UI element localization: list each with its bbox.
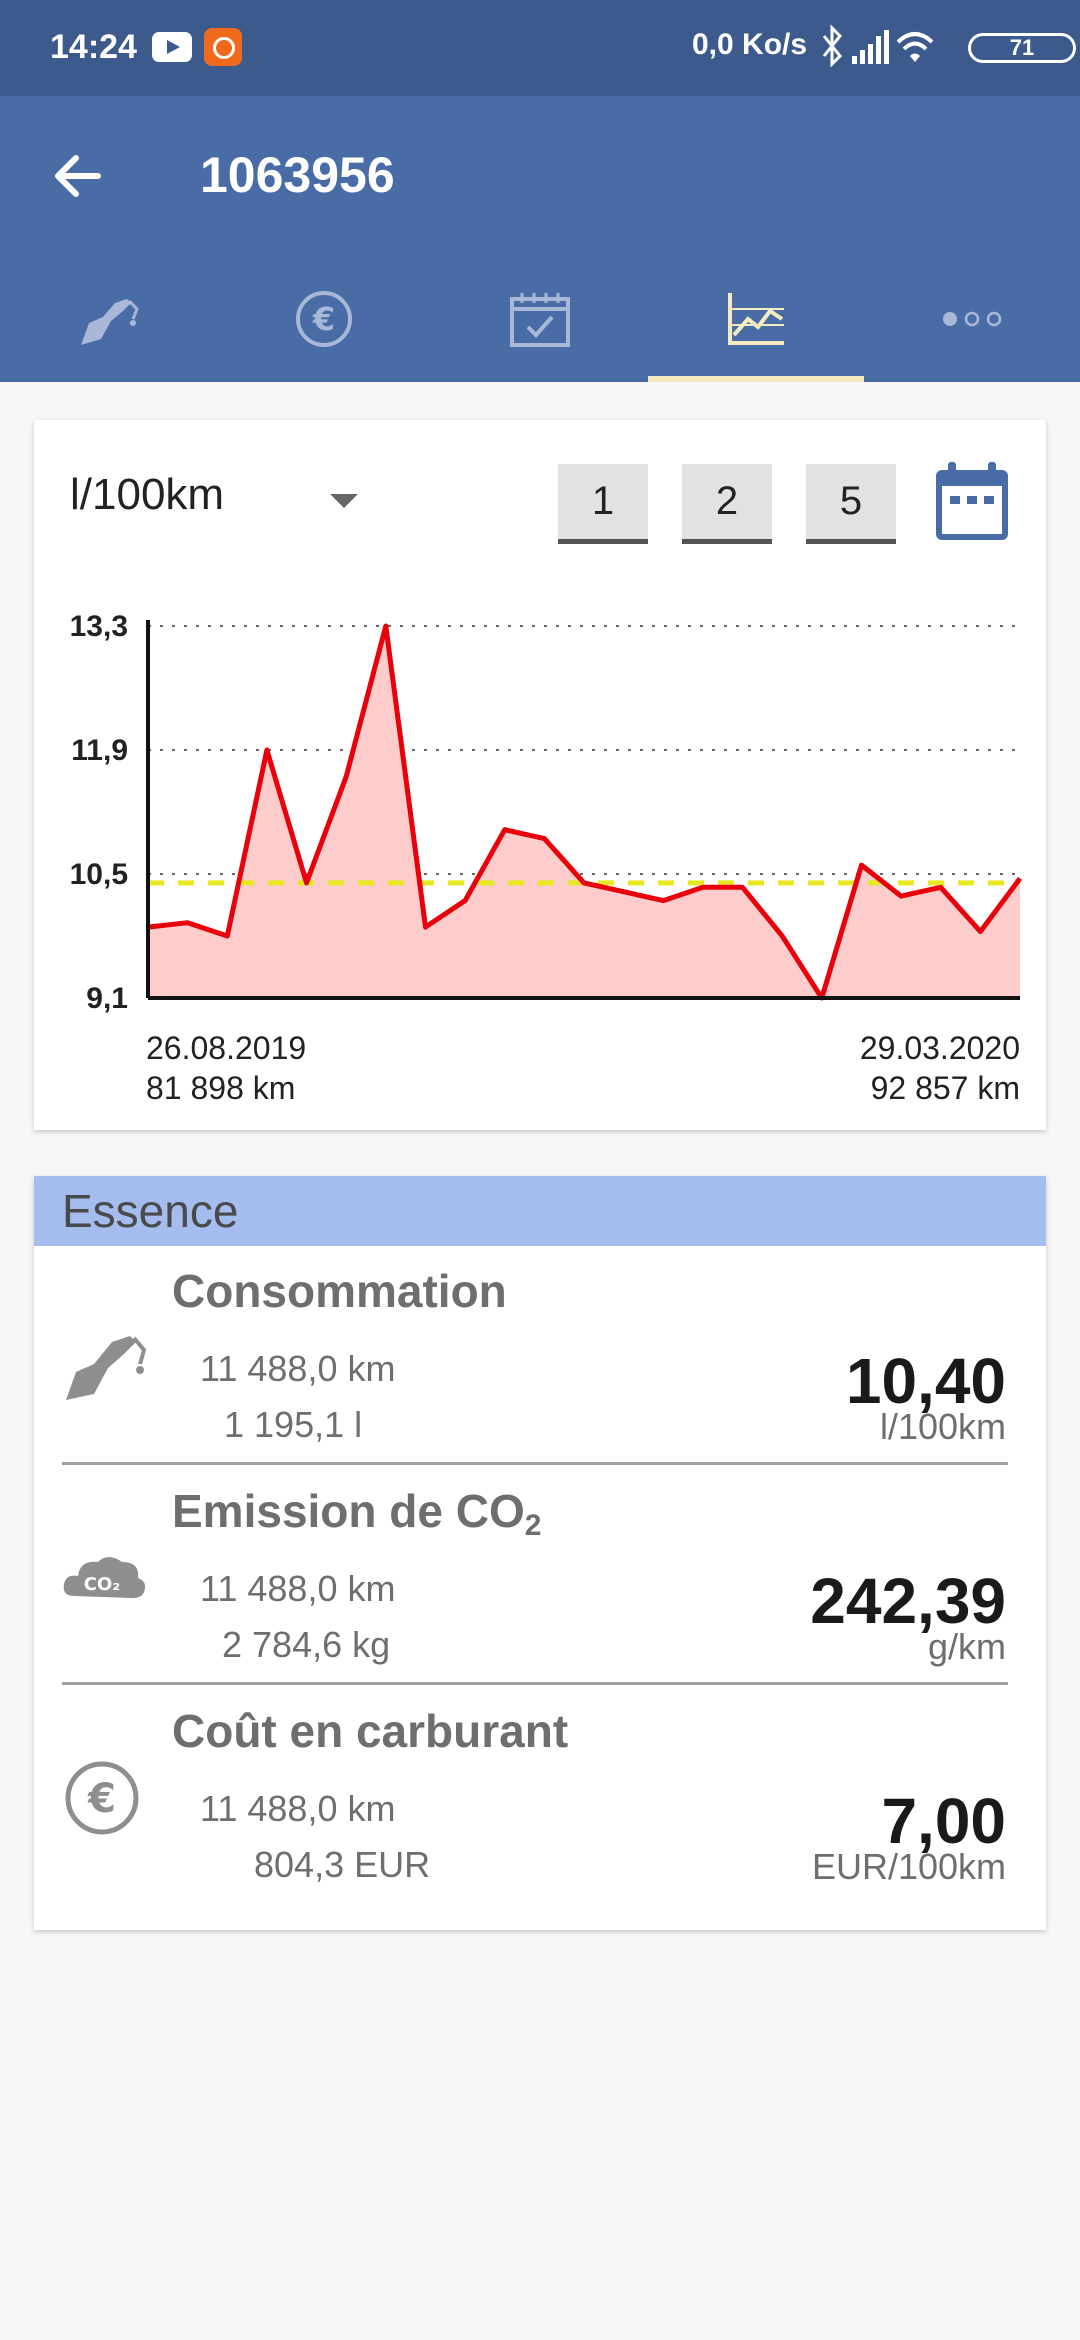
calendar-icon[interactable]	[932, 460, 1012, 544]
fuel-cost-row[interactable]: € Coût en carburant 11 488,0 km 804,3 EU…	[34, 1688, 1046, 1908]
svg-text:CO₂: CO₂	[84, 1574, 120, 1595]
row-distance: 11 488,0 km	[200, 1348, 396, 1389]
chart-start-date: 26.08.2019	[146, 1030, 307, 1066]
status-time: 14:24	[50, 28, 137, 66]
divider	[62, 1682, 1008, 1685]
tab-cost[interactable]: €	[216, 256, 432, 382]
co2-row[interactable]: CO₂ Emission de CO2 11 488,0 km 2 784,6 …	[34, 1468, 1046, 1688]
row-title: Coût en carburant	[172, 1705, 569, 1757]
consumption-chart: 13,3 11,9 10,5 9,1	[70, 610, 1023, 1015]
chart-axes	[146, 620, 1020, 1000]
row-unit: l/100km	[879, 1406, 1006, 1447]
fuel-pump-icon	[66, 1336, 147, 1400]
chart-start-km: 81 898 km	[146, 1070, 296, 1106]
row-title: Consommation	[172, 1265, 507, 1317]
tab-more[interactable]	[864, 256, 1080, 382]
period-5-button[interactable]: 5	[806, 464, 896, 544]
more-dots-icon	[943, 311, 1002, 327]
row-value: 242,39	[810, 1565, 1006, 1637]
battery-icon: 71	[968, 33, 1076, 63]
row-quantity: 804,3 EUR	[254, 1844, 431, 1885]
fuel-pump-icon	[81, 299, 139, 345]
consumption-row[interactable]: Consommation 11 488,0 km 1 195,1 l 10,40…	[34, 1248, 1046, 1468]
back-arrow-icon[interactable]	[48, 146, 108, 206]
y-tick-label: 9,1	[86, 982, 128, 1015]
section-title: Essence	[34, 1176, 1046, 1246]
summary-card: Essence Consommation 11 488,0 km 1 195,1…	[34, 1176, 1046, 1930]
divider	[62, 1462, 1008, 1465]
wifi-icon	[896, 32, 934, 62]
row-value: 7,00	[881, 1785, 1006, 1857]
row-unit: g/km	[927, 1626, 1006, 1667]
tab-calendar[interactable]	[432, 256, 648, 382]
period-1-button[interactable]: 1	[558, 464, 648, 544]
bluetooth-icon	[822, 24, 843, 68]
youtube-icon	[152, 32, 192, 62]
row-distance: 11 488,0 km	[200, 1568, 396, 1609]
calendar-check-icon	[510, 293, 570, 347]
row-title: Emission de CO2	[172, 1485, 542, 1542]
line-chart-icon	[728, 293, 784, 345]
chart-area-fill	[148, 626, 1020, 998]
co2-cloud-icon: CO₂	[63, 1557, 146, 1598]
chart-series-line	[147, 623, 1023, 1001]
chart-card: l/100km 1 2 5 13,3 11,9 10,5 9,1 26.08.2019…	[34, 420, 1046, 1130]
data-rate: 0,0 Ko/s	[692, 28, 808, 61]
unit-dropdown[interactable]: l/100km	[70, 470, 225, 519]
y-tick-label: 10,5	[70, 858, 128, 891]
svg-text:€: €	[312, 300, 335, 338]
signal-icon	[852, 30, 889, 64]
euro-icon: €	[65, 1761, 139, 1835]
tab-fuel[interactable]	[0, 256, 216, 382]
app-bar: 1063956 €	[0, 96, 1080, 382]
row-distance: 11 488,0 km	[200, 1788, 396, 1829]
app-notification-icon	[204, 28, 242, 66]
chart-end-km: 92 857 km	[870, 1070, 1020, 1106]
svg-text:€: €	[87, 1776, 116, 1822]
row-unit: EUR/100km	[811, 1846, 1006, 1887]
chart-end-date: 29.03.2020	[859, 1030, 1020, 1066]
tab-chart[interactable]	[648, 256, 864, 382]
y-tick-label: 11,9	[71, 734, 128, 767]
row-value: 10,40	[845, 1345, 1006, 1417]
chart-y-ticks: 13,3 11,9 10,5 9,1	[70, 610, 128, 1015]
row-quantity: 1 195,1 l	[224, 1404, 363, 1445]
row-quantity: 2 784,6 kg	[222, 1624, 391, 1665]
page-title: 1063956	[200, 147, 395, 203]
period-2-button[interactable]: 2	[682, 464, 772, 544]
y-tick-label: 13,3	[70, 610, 128, 643]
status-icons	[822, 24, 934, 68]
status-bar: 14:24 0,0 Ko/s 71	[0, 0, 1080, 96]
chevron-down-icon[interactable]	[330, 494, 358, 508]
euro-icon: €	[296, 291, 352, 347]
